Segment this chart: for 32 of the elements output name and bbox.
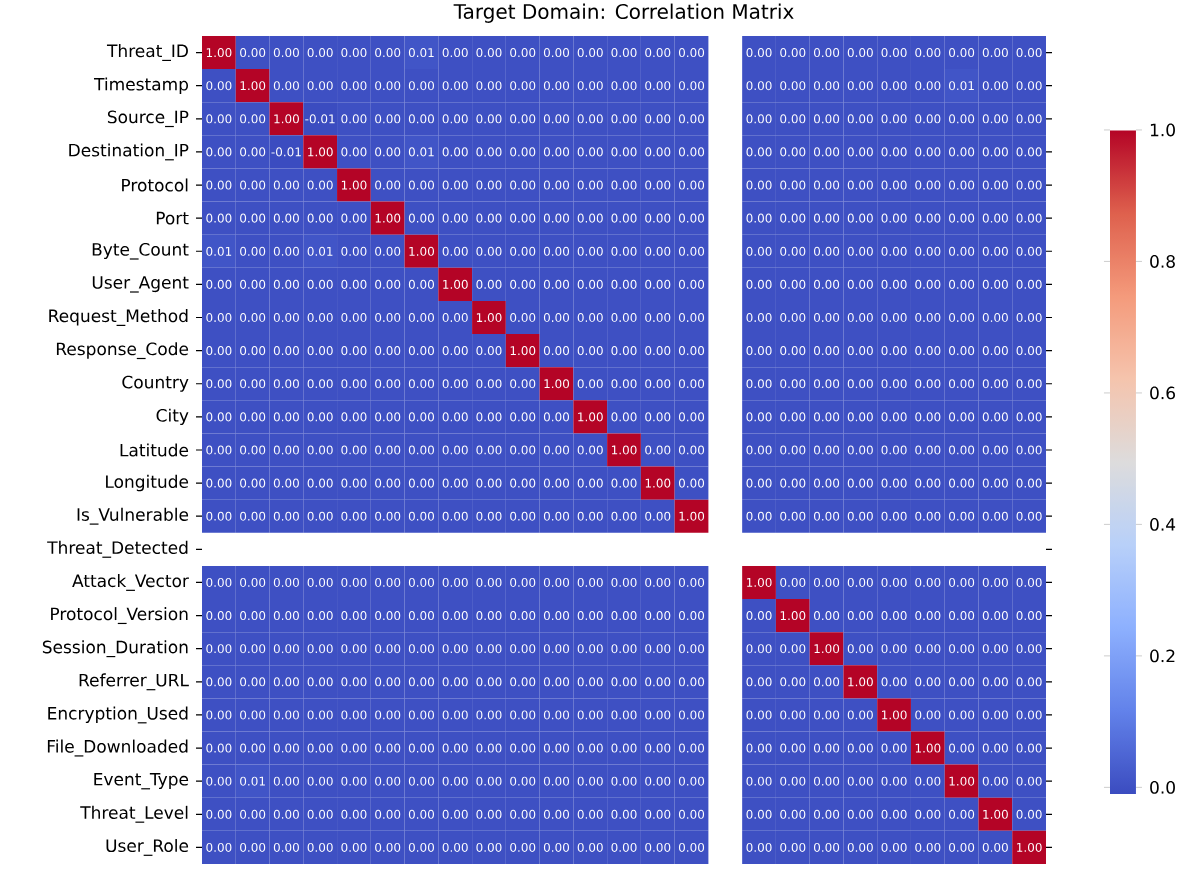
y-tick-label: Protocol	[122, 178, 188, 192]
color-bar-label: 0.0	[1150, 780, 1175, 794]
y-tick-label: Referrer_URL	[79, 673, 189, 691]
y-tick-label: Threat_ID	[106, 44, 188, 62]
color-bar-label: 0.2	[1150, 649, 1175, 663]
y-tick-label: File_Downloaded	[47, 739, 188, 757]
chart-title: Target Domain: Correlation Matrix	[453, 3, 794, 23]
y-tick-label: Longitude	[106, 474, 189, 492]
color-bar-label: 0.6	[1150, 386, 1176, 400]
y-tick-label: Threat_Detected	[47, 540, 188, 558]
y-tick-label: City	[156, 408, 189, 426]
color-bar-label: 0.8	[1150, 255, 1175, 268]
y-tick-label: Destination_IP	[69, 143, 189, 161]
color-bar-label: 0.4	[1150, 517, 1176, 531]
y-tick-label: Latitude	[120, 443, 189, 457]
y-tick-label: User_Agent	[92, 276, 189, 293]
y-tick-label: Protocol_Version	[51, 607, 188, 625]
y-tick-label: Byte_Count	[92, 242, 189, 260]
y-tick-label: Request_Method	[49, 309, 188, 326]
y-tick-label: Is_Vulnerable	[77, 507, 189, 525]
y-tick-label: Attack_Vector	[72, 573, 189, 591]
y-tick-label: Source_IP	[107, 110, 189, 128]
y-tick-label: Country	[122, 375, 189, 392]
y-tick-label: User_Role	[106, 838, 189, 856]
y-tick-label: Event_Type	[94, 772, 189, 790]
y-tick-label: Response_Code	[56, 342, 189, 360]
y-tick-label: Threat_Level	[80, 805, 188, 823]
y-tick-label: Timestamp	[93, 77, 189, 94]
color-bar-label: 1.0	[1150, 123, 1175, 137]
y-tick-label: Session_Duration	[42, 640, 188, 658]
y-tick-label: Port	[156, 211, 189, 225]
y-tick-label: Encryption_Used	[48, 706, 188, 724]
